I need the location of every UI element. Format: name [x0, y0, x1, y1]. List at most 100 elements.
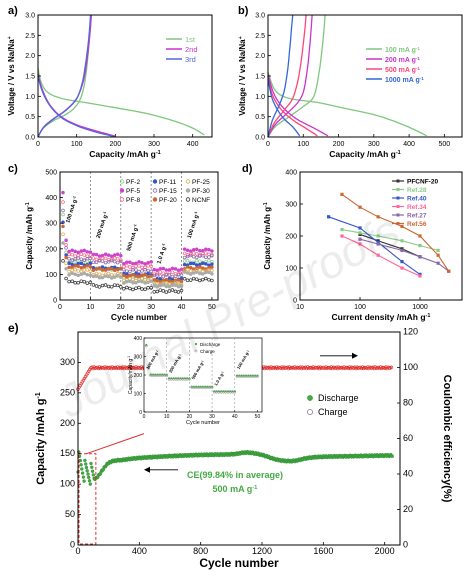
data-point: [167, 273, 172, 277]
data-point: [210, 272, 214, 276]
data-point: [134, 274, 138, 278]
data-point: [109, 257, 114, 262]
data-point: [94, 252, 99, 257]
data-point: [161, 289, 166, 293]
data-point: [143, 273, 147, 277]
data-point: [146, 271, 150, 276]
data-point: [61, 241, 65, 245]
inset-x-tick-label: 0: [143, 414, 146, 420]
data-point: [94, 260, 99, 265]
data-point: [128, 269, 132, 274]
data-point: [82, 253, 87, 257]
data-point: [376, 234, 380, 238]
x-tick-label: 1600: [313, 546, 333, 556]
legend-marker: [152, 179, 158, 184]
legend-label: Ref.28: [407, 187, 427, 194]
data-point: [167, 289, 172, 293]
stage-label: 100 mA g-1: [64, 196, 79, 224]
legend-marker: [306, 408, 313, 415]
data-point: [140, 269, 144, 273]
data-point: [201, 253, 205, 258]
data-point: [418, 255, 422, 259]
data-point: [79, 257, 84, 261]
data-point: [149, 274, 153, 278]
data-point: [207, 247, 211, 252]
data-point: [344, 365, 348, 370]
data-point: [207, 258, 211, 263]
series-line: [359, 233, 421, 258]
data-point: [67, 279, 71, 284]
data-point: [182, 259, 187, 263]
data-point: [64, 243, 68, 247]
data-point: [64, 267, 68, 271]
data-point: [73, 254, 77, 258]
inset-y-tick-label: 200: [134, 373, 143, 379]
data-point: [128, 260, 132, 264]
data-point: [64, 246, 68, 250]
data-point: [155, 289, 159, 294]
data-point: [84, 465, 89, 470]
data-point: [188, 278, 193, 282]
data-point: [70, 279, 74, 284]
data-point: [152, 284, 156, 288]
data-point: [158, 283, 163, 288]
data-point: [143, 262, 147, 266]
data-point: [188, 249, 193, 253]
data-point: [64, 276, 68, 281]
data-point: [97, 254, 102, 258]
data-point: [122, 281, 126, 285]
x-tick-label: 500: [439, 141, 451, 148]
data-point: [109, 254, 114, 258]
data-point: [158, 270, 163, 274]
inset-x-tick-label: 30: [209, 414, 215, 420]
data-point: [85, 272, 90, 277]
data-point: [76, 253, 80, 258]
data-point: [67, 269, 71, 274]
data-point: [97, 266, 102, 271]
data-point: [115, 257, 120, 261]
data-point: [164, 284, 169, 289]
y-tick-label: 0: [70, 540, 75, 550]
legend-label: PF-30: [192, 188, 210, 195]
y-tick-label: 2.5: [255, 33, 265, 40]
data-point: [326, 365, 330, 370]
data-point: [137, 274, 141, 279]
data-point: [376, 253, 380, 257]
data-point: [73, 281, 77, 285]
inset-y-tick-label: 300: [134, 354, 143, 360]
inset-x-axis-label: Cycle number: [186, 420, 220, 426]
series-line: [267, 14, 313, 138]
data-point: [76, 250, 80, 255]
x-tick-label: 100: [354, 304, 366, 311]
panel-label-e: e): [8, 321, 19, 335]
data-point: [194, 252, 199, 256]
x-tick-label: 10: [296, 304, 304, 311]
data-point: [125, 279, 129, 284]
data-point: [210, 278, 214, 283]
x-tick-label: 400: [403, 141, 415, 148]
data-point: [82, 268, 87, 272]
y-tick-label: 50: [65, 509, 75, 519]
data-point: [82, 265, 87, 269]
panel-label-d: d): [242, 163, 253, 175]
data-point: [103, 283, 108, 287]
legend-marker: [152, 188, 158, 193]
data-point: [106, 271, 111, 276]
series-line: [341, 229, 439, 251]
y-tick-label: 300: [285, 202, 297, 209]
y-tick-label: 150: [60, 448, 75, 458]
data-point: [61, 190, 65, 195]
y-tick-label: 400: [285, 170, 297, 177]
data-point: [106, 253, 111, 257]
data-point: [198, 259, 202, 264]
panel-label-b: b): [238, 5, 249, 17]
data-point: [170, 283, 175, 287]
data-point: [182, 251, 187, 256]
data-point: [400, 266, 404, 270]
data-point: [185, 254, 190, 259]
data-point: [400, 248, 404, 252]
data-point: [76, 273, 80, 278]
data-point: [100, 268, 105, 272]
y-tick-label: 60: [403, 433, 413, 443]
inset-y-tick-label: 100: [134, 391, 143, 397]
